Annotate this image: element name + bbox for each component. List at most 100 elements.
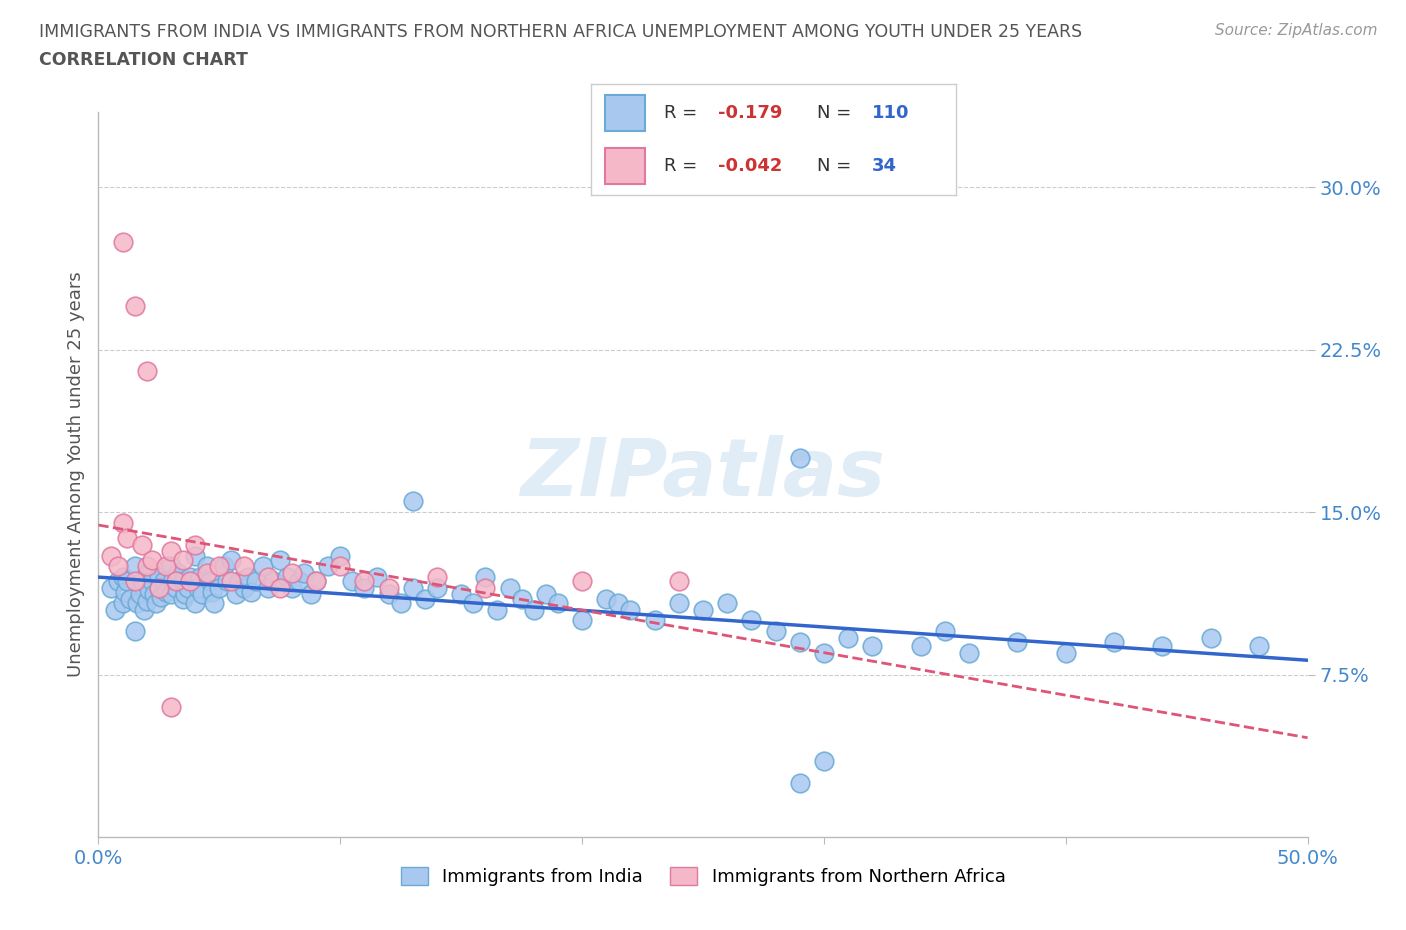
Point — [1249, 639, 1271, 654]
Point — [716, 596, 738, 611]
Text: CORRELATION CHART: CORRELATION CHART — [39, 51, 249, 69]
Point — [117, 574, 139, 589]
Point — [910, 639, 932, 654]
Point — [474, 580, 496, 595]
Point — [162, 572, 184, 587]
Point — [212, 559, 235, 574]
Point — [225, 587, 247, 602]
Point — [1152, 639, 1174, 654]
Point — [172, 552, 194, 567]
Point — [813, 754, 835, 769]
Point — [124, 574, 146, 589]
Point — [188, 570, 211, 585]
Point — [377, 587, 399, 602]
Point — [595, 591, 617, 606]
Point — [256, 580, 278, 595]
FancyBboxPatch shape — [605, 95, 645, 130]
Point — [100, 548, 122, 563]
Point — [837, 631, 859, 645]
Point — [187, 580, 209, 595]
Point — [957, 645, 980, 660]
Point — [201, 585, 224, 600]
Point — [668, 596, 690, 611]
Point — [138, 583, 160, 598]
Point — [141, 552, 163, 567]
Point — [607, 596, 630, 611]
Point — [184, 538, 207, 552]
Point — [692, 603, 714, 618]
Point — [239, 585, 262, 600]
Point — [463, 596, 485, 611]
Point — [765, 624, 787, 639]
Point — [145, 596, 167, 611]
Point — [135, 364, 157, 379]
Text: 34: 34 — [872, 157, 897, 175]
Point — [547, 596, 569, 611]
Point — [111, 570, 134, 585]
Point — [353, 574, 375, 589]
Point — [177, 580, 200, 595]
Point — [143, 587, 166, 602]
Point — [148, 580, 170, 595]
Point — [107, 574, 129, 589]
Text: IMMIGRANTS FROM INDIA VS IMMIGRANTS FROM NORTHERN AFRICA UNEMPLOYMENT AMONG YOUT: IMMIGRANTS FROM INDIA VS IMMIGRANTS FROM… — [39, 23, 1083, 41]
Point — [329, 559, 352, 574]
Point — [172, 591, 194, 606]
Point — [269, 580, 291, 595]
Point — [124, 559, 146, 574]
Point — [252, 559, 274, 574]
Point — [135, 559, 157, 574]
Point — [204, 596, 226, 611]
Point — [232, 559, 254, 574]
Point — [269, 552, 291, 567]
Point — [131, 574, 153, 589]
Point — [316, 559, 339, 574]
Point — [165, 580, 187, 595]
Point — [353, 580, 375, 595]
Point — [426, 580, 449, 595]
Point — [167, 565, 190, 580]
Text: Source: ZipAtlas.com: Source: ZipAtlas.com — [1215, 23, 1378, 38]
Point — [789, 776, 811, 790]
Point — [377, 580, 399, 595]
FancyBboxPatch shape — [605, 149, 645, 184]
Point — [221, 574, 243, 589]
Text: -0.042: -0.042 — [718, 157, 783, 175]
Point — [195, 565, 218, 580]
Point — [534, 587, 557, 602]
Point — [299, 587, 322, 602]
Point — [402, 494, 425, 509]
Point — [124, 299, 146, 314]
Text: -0.179: -0.179 — [718, 104, 783, 122]
Point — [486, 603, 509, 618]
Point — [150, 590, 173, 604]
Point — [668, 574, 690, 589]
Point — [860, 639, 883, 654]
Point — [450, 587, 472, 602]
Point — [118, 591, 141, 606]
Point — [131, 538, 153, 552]
Point — [238, 570, 260, 585]
Point — [179, 570, 201, 585]
Point — [571, 613, 593, 628]
Text: R =: R = — [664, 104, 703, 122]
Point — [141, 574, 163, 589]
Point — [135, 593, 157, 608]
Point — [174, 587, 197, 602]
Point — [127, 596, 149, 611]
Point — [1199, 631, 1222, 645]
Text: R =: R = — [664, 157, 703, 175]
Point — [104, 603, 127, 618]
Point — [789, 634, 811, 649]
Point — [934, 624, 956, 639]
Point — [288, 574, 311, 589]
Point — [619, 603, 641, 618]
Point — [179, 574, 201, 589]
Point — [148, 570, 170, 585]
Point — [124, 624, 146, 639]
Point — [256, 570, 278, 585]
Y-axis label: Unemployment Among Youth under 25 years: Unemployment Among Youth under 25 years — [66, 272, 84, 677]
Text: 110: 110 — [872, 104, 910, 122]
Text: N =: N = — [817, 104, 858, 122]
Point — [571, 574, 593, 589]
